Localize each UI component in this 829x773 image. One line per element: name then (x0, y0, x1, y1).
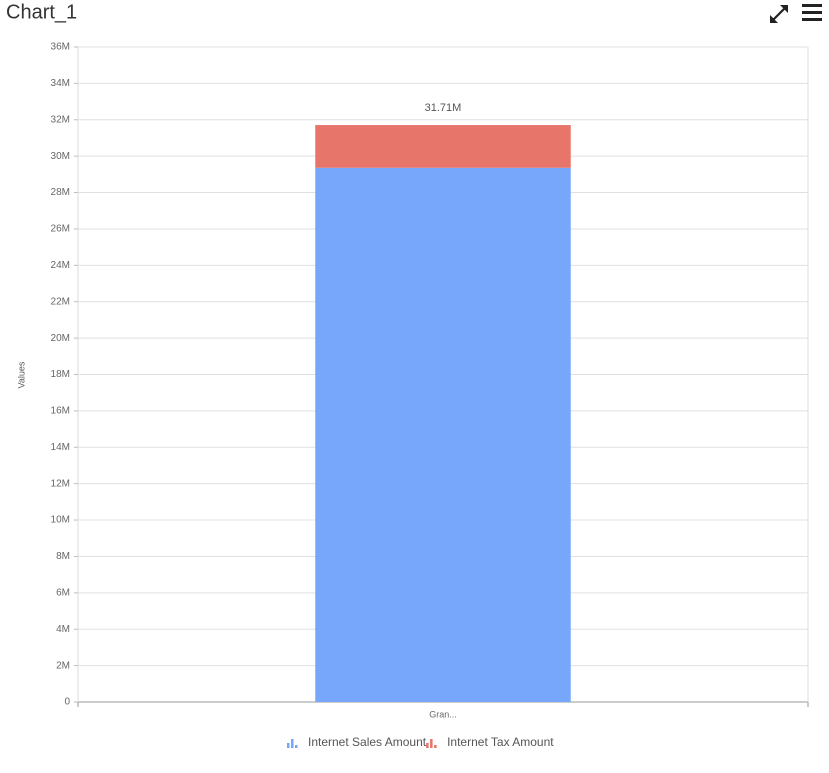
legend-icon (287, 743, 290, 748)
legend-icon (291, 739, 294, 748)
menu-icon[interactable] (802, 4, 822, 21)
legend-label: Internet Sales Amount (308, 735, 427, 749)
y-tick-label: 14M (51, 442, 70, 453)
y-tick-label: 32M (51, 114, 70, 125)
y-tick-label: 2M (56, 660, 70, 671)
y-tick-label: 0 (64, 697, 70, 708)
y-tick-label: 26M (51, 224, 70, 235)
y-tick-label: 12M (51, 478, 70, 489)
legend-label: Internet Tax Amount (447, 735, 554, 749)
y-tick-label: 34M (51, 78, 70, 89)
y-tick-label: 24M (51, 260, 70, 271)
total-label: 31.71M (425, 102, 462, 114)
y-tick-label: 20M (51, 333, 70, 344)
legend-icon (426, 743, 429, 748)
y-tick-label: 28M (51, 187, 70, 198)
x-tick-label: Gran... (429, 709, 457, 719)
legend-icon (434, 745, 437, 748)
legend-icon (430, 739, 433, 748)
y-tick-label: 22M (51, 296, 70, 307)
y-tick-label: 36M (51, 42, 70, 53)
y-tick-label: 18M (51, 369, 70, 380)
y-tick-label: 30M (51, 151, 70, 162)
y-tick-label: 16M (51, 406, 70, 417)
bar-segment (315, 125, 571, 168)
y-tick-label: 10M (51, 515, 70, 526)
y-axis-title: Values (16, 361, 26, 388)
bar-segment (315, 167, 571, 703)
expand-icon[interactable] (770, 5, 788, 23)
y-tick-label: 8M (56, 551, 70, 562)
chart-title: Chart_1 (6, 1, 77, 23)
legend-icon (295, 745, 298, 748)
y-tick-label: 4M (56, 624, 70, 635)
y-tick-label: 6M (56, 587, 70, 598)
